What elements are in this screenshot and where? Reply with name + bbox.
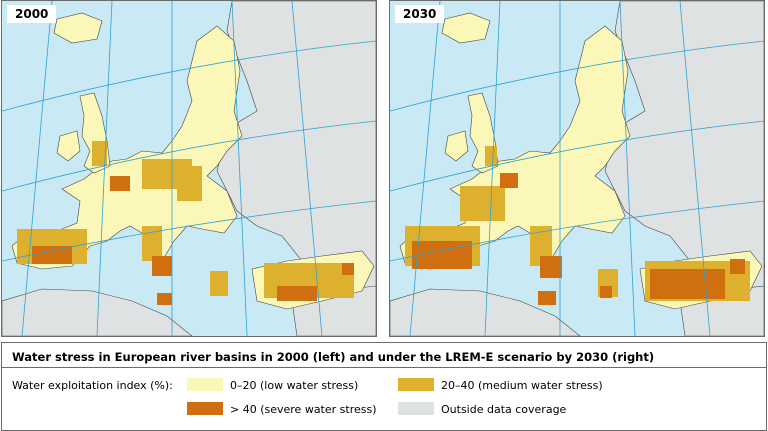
land-low-stress bbox=[11, 25, 243, 270]
legend-item-severe: > 40 (severe water stress) bbox=[230, 403, 377, 416]
map-2000-svg bbox=[2, 1, 376, 336]
map-panel-2030: 2030 bbox=[389, 0, 765, 337]
legend-item-outside: Outside data coverage bbox=[441, 403, 567, 416]
swatch-outside-coverage bbox=[398, 402, 434, 415]
legend-item-low: 0–20 (low water stress) bbox=[230, 379, 359, 392]
map-year-label: 2000 bbox=[7, 5, 57, 23]
outside-land-africa bbox=[2, 288, 193, 336]
map-2030-svg bbox=[390, 1, 764, 336]
graticule bbox=[2, 1, 376, 336]
map-year-label: 2030 bbox=[395, 5, 445, 23]
legend-title: Water stress in European river basins in… bbox=[12, 350, 655, 364]
land-ireland bbox=[56, 130, 81, 162]
land-iceland bbox=[53, 12, 103, 44]
legend-divider bbox=[2, 367, 766, 368]
swatch-severe-stress bbox=[187, 402, 223, 415]
swatch-low-stress bbox=[187, 378, 223, 391]
graticule bbox=[390, 1, 764, 336]
severe-stress-areas bbox=[32, 176, 354, 305]
land-iceland bbox=[441, 12, 491, 44]
legend-index-label: Water exploitation index (%): bbox=[12, 379, 173, 392]
land-ireland bbox=[444, 130, 469, 162]
outside-land-africa bbox=[390, 288, 581, 336]
swatch-medium-stress bbox=[398, 378, 434, 391]
legend-item-medium: 20–40 (medium water stress) bbox=[441, 379, 603, 392]
map-panel-2000: 2000 bbox=[1, 0, 377, 337]
severe-stress-areas bbox=[412, 173, 745, 305]
legend: Water stress in European river basins in… bbox=[1, 342, 767, 431]
